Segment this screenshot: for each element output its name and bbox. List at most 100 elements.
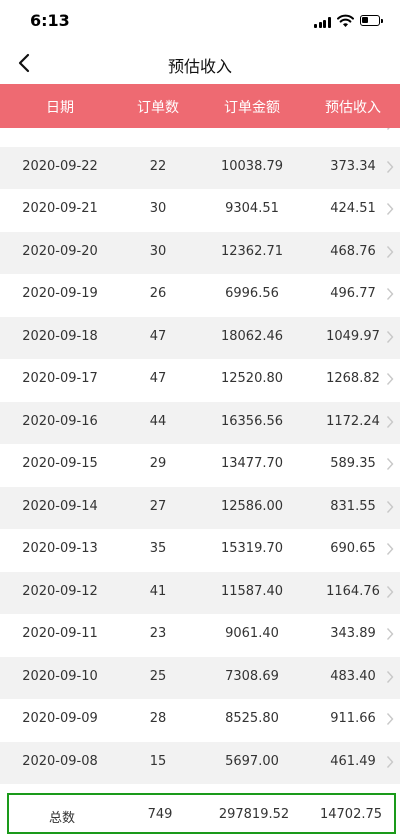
table-row[interactable]: 2020-09-10 25 7308.69 483.40 (0, 656, 400, 699)
nav-bar: 预估收入 (0, 44, 400, 84)
row-date: 2020-09-09 (22, 711, 98, 726)
table-row[interactable]: 2020-09-13 35 15319.70 690.65 (0, 529, 400, 572)
row-amount: 12520.80 (220, 371, 284, 386)
row-orders: 44 (149, 413, 167, 429)
row-income: 343.89 (330, 626, 376, 641)
row-income: 1164.76 (326, 583, 380, 599)
row-income: 911.66 (330, 711, 376, 726)
table-header: 日期 订单数 订单金额 预估收入 (0, 84, 400, 128)
table-row[interactable]: 2020-09-15 29 13477.70 589.35 (0, 444, 400, 487)
header-date: 日期 (46, 100, 74, 116)
row-income: 373.34 (330, 158, 376, 174)
chevron-right-icon (386, 245, 394, 258)
row-date: 2020-09-14 (22, 498, 98, 514)
table-row[interactable]: 2020-09-12 41 11587.40 1164.76 (0, 571, 400, 614)
row-income: 461.49 (330, 753, 376, 769)
row-income: 1049.97 (326, 328, 380, 344)
table-row[interactable]: 2020-09-21 30 9304.51 424.51 (0, 189, 400, 232)
chevron-right-icon (386, 713, 394, 725)
table-row[interactable]: 2020-09-09 28 8525.80 911.66 (0, 699, 400, 742)
row-orders: 41 (149, 583, 167, 599)
chevron-right-icon (386, 500, 394, 513)
row-amount: 10038.79 (220, 158, 284, 174)
row-amount: 13477.70 (220, 456, 284, 471)
chevron-right-icon (386, 543, 394, 555)
page-title: 预估收入 (167, 57, 232, 76)
total-orders: 749 (147, 807, 173, 822)
row-income: 496.77 (330, 286, 376, 301)
row-amount: 7308.69 (225, 668, 279, 684)
row-amount: 11587.40 (220, 583, 284, 599)
table-row[interactable]: 2020-09-19 26 6996.56 496.77 (0, 274, 400, 317)
total-amount: 297819.52 (218, 807, 290, 822)
row-orders: 47 (149, 328, 167, 344)
table-row[interactable]: 2020-09-22 22 10038.79 373.34 (0, 146, 400, 189)
status-bar: 6:13 (0, 0, 400, 44)
signal-icon (314, 17, 331, 28)
row-date: 2020-09-10 (22, 668, 98, 684)
chevron-right-icon (386, 585, 394, 598)
row-amount: 12586.00 (220, 498, 284, 514)
row-date: 2020-09-11 (22, 626, 98, 641)
row-income: 1172.24 (326, 413, 380, 429)
status-time: 6:13 (30, 11, 70, 30)
wifi-icon (337, 14, 354, 27)
battery-icon (360, 15, 383, 26)
row-amount: 9061.40 (225, 626, 279, 641)
table-row[interactable]: 2020-09-18 47 18062.46 1049.97 (0, 316, 400, 359)
table-body[interactable]: 2020-09-23 15 5116.80293.74 2020-09-22 22 100… (0, 128, 400, 789)
row-income: 424.51 (330, 201, 376, 216)
chevron-right-icon (386, 288, 394, 300)
row-orders: 26 (149, 286, 167, 301)
chevron-right-icon (386, 755, 394, 768)
table-row[interactable]: 2020-09-23 15 5116.80293.74 (0, 128, 400, 147)
row-date: 2020-09-19 (22, 286, 98, 301)
header-amount: 订单金额 (224, 100, 280, 116)
row-amount: 5697.00 (225, 753, 279, 769)
row-date: 2020-09-21 (22, 201, 98, 216)
row-orders: 29 (149, 456, 167, 471)
table-row[interactable]: 2020-09-20 30 12362.71 468.76 (0, 231, 400, 274)
row-income: 483.40 (330, 668, 376, 684)
total-label: 总数 (48, 811, 75, 826)
row-orders: 35 (149, 541, 167, 556)
row-orders: 47 (149, 371, 167, 386)
table-row[interactable]: 2020-09-11 23 9061.40 343.89 (0, 614, 400, 657)
chevron-right-icon (386, 670, 394, 683)
chevron-right-icon (386, 458, 394, 470)
row-orders: 28 (149, 711, 167, 726)
chevron-right-icon (386, 203, 394, 215)
row-date: 2020-09-22 (22, 158, 98, 174)
chevron-right-icon (386, 628, 394, 640)
chevron-left-icon[interactable] (12, 50, 38, 76)
header-income: 预估收入 (325, 100, 381, 116)
row-date: 2020-09-12 (22, 583, 98, 599)
row-amount: 8525.80 (225, 711, 279, 726)
row-orders: 22 (149, 158, 167, 174)
row-income: 293.74 (304, 128, 400, 131)
row-income: 831.55 (330, 498, 376, 514)
row-income: 468.76 (330, 243, 376, 259)
row-amount: 16356.56 (220, 413, 284, 429)
row-amount: 12362.71 (220, 243, 284, 259)
table-row[interactable]: 2020-09-08 15 5697.00 461.49 (0, 741, 400, 784)
row-income: 1268.82 (326, 371, 380, 386)
row-date: 2020-09-13 (22, 541, 98, 556)
row-income: 589.35 (330, 456, 376, 471)
chevron-right-icon (386, 128, 390, 130)
row-date: 2020-09-23 (10, 128, 110, 131)
row-amount: 5116.80 (200, 128, 304, 131)
table-row[interactable]: 2020-09-17 47 12520.80 1268.82 (0, 359, 400, 402)
row-orders: 23 (149, 626, 167, 641)
row-income: 690.65 (330, 541, 376, 556)
row-orders: 15 (149, 753, 167, 769)
chevron-right-icon (386, 373, 394, 385)
row-date: 2020-09-08 (22, 753, 98, 769)
chevron-right-icon (386, 160, 394, 173)
table-row[interactable]: 2020-09-14 27 12586.00 831.55 (0, 486, 400, 529)
table-row[interactable]: 2020-09-16 44 16356.56 1172.24 (0, 401, 400, 444)
row-amount: 15319.70 (220, 541, 284, 556)
chevron-right-icon (386, 415, 394, 428)
row-orders: 27 (149, 498, 167, 514)
total-row: 总数 749 297819.52 14702.75 (7, 793, 396, 834)
